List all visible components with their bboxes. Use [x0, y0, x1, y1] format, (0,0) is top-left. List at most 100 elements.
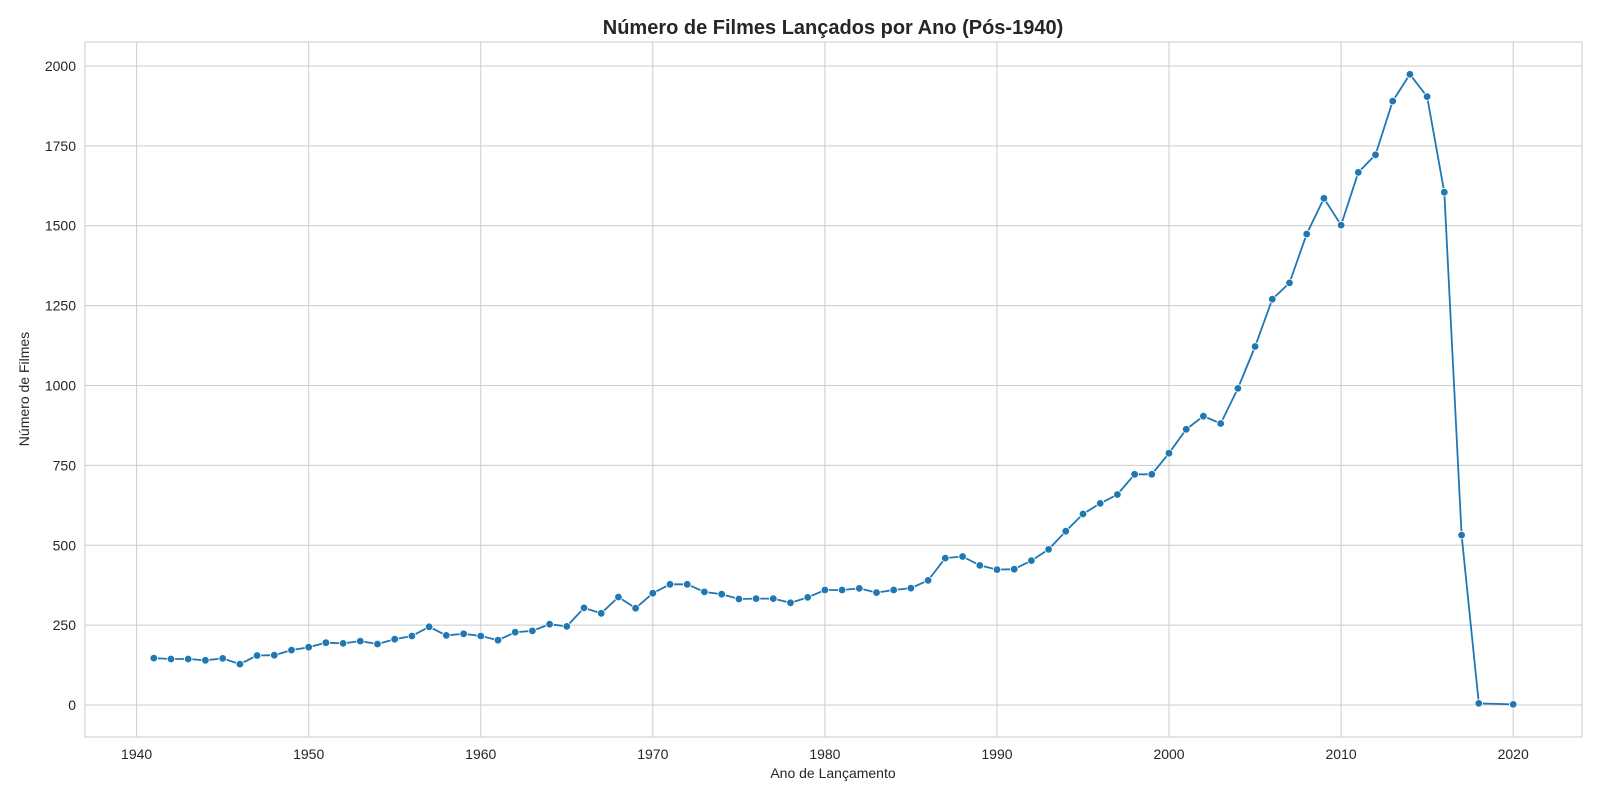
data-point: [270, 651, 279, 660]
data-point: [476, 631, 485, 641]
data-point: [1336, 220, 1346, 230]
data-point: [1457, 530, 1466, 540]
data-point: [579, 603, 589, 613]
chart-title: Número de Filmes Lançados por Ano (Pós-1…: [603, 17, 1063, 39]
data-point: [1371, 150, 1380, 159]
data-point: [683, 580, 692, 589]
data-point: [1422, 92, 1432, 101]
data-point: [1078, 509, 1088, 519]
data-point: [992, 565, 1002, 574]
data-point: [837, 585, 847, 595]
data-point: [390, 635, 399, 644]
data-point: [1095, 499, 1105, 508]
x-tick-label: 1980: [809, 746, 840, 762]
data-point: [1027, 556, 1036, 565]
y-tick-label: 1750: [45, 138, 76, 154]
x-tick-label: 2010: [1326, 746, 1357, 762]
data-point: [1319, 194, 1329, 203]
y-tick-label: 2000: [45, 58, 76, 74]
data-point: [1250, 342, 1260, 351]
data-point: [700, 587, 709, 597]
data-point: [1388, 96, 1397, 106]
grid: [85, 42, 1582, 737]
data-point: [1285, 278, 1294, 288]
data-point: [304, 643, 313, 652]
data-point: [855, 584, 864, 593]
x-tick-label: 2000: [1153, 746, 1184, 762]
data-point: [597, 609, 606, 618]
data-point: [511, 628, 520, 637]
y-tick-label: 750: [53, 457, 77, 473]
data-point: [975, 561, 984, 570]
y-axis-label: Número de Filmes: [16, 332, 32, 446]
data-point: [424, 622, 434, 631]
data-point: [631, 604, 640, 613]
data-point: [769, 594, 778, 603]
x-tick-label: 1990: [981, 746, 1012, 762]
x-tick-label: 1940: [121, 746, 152, 762]
y-tick-label: 1000: [45, 378, 76, 394]
data-point: [734, 594, 744, 604]
data-point: [614, 592, 623, 602]
x-tick-label: 1960: [465, 746, 496, 762]
axis-ticks: 1940 1950 1960 1970 1980 1990 2000 2010 2020 0 250…: [45, 58, 1529, 762]
data-point: [1233, 384, 1243, 393]
plot-frame: [84, 41, 1583, 738]
y-tick-label: 0: [68, 697, 76, 713]
data-point: [166, 654, 176, 664]
data-point: [1199, 412, 1208, 421]
data-point: [321, 638, 331, 647]
data-point: [1268, 295, 1277, 304]
data-point: [183, 654, 193, 664]
data-point: [1061, 527, 1070, 536]
data-point: [459, 629, 468, 638]
data-point: [1302, 229, 1311, 239]
data-point: [338, 639, 348, 648]
data-point: [545, 620, 554, 629]
data-point: [1010, 565, 1019, 574]
data-point: [1130, 470, 1139, 479]
data-point: [1044, 545, 1053, 554]
data-point: [1405, 70, 1415, 79]
data-point: [1354, 168, 1363, 177]
data-points: [149, 70, 1518, 709]
data-point: [941, 553, 950, 563]
data-point: [665, 580, 675, 589]
y-tick-label: 250: [53, 617, 77, 633]
data-point: [149, 653, 158, 663]
data-point: [442, 631, 451, 640]
y-tick-label: 500: [53, 537, 77, 553]
data-point: [235, 659, 245, 669]
x-tick-label: 1970: [637, 746, 668, 762]
data-point: [872, 588, 881, 597]
data-point: [906, 583, 916, 593]
x-tick-label: 1950: [293, 746, 324, 762]
data-point: [373, 639, 382, 649]
data-point: [648, 589, 657, 598]
data-point: [803, 593, 812, 602]
data-point: [751, 594, 761, 603]
data-point: [287, 645, 296, 655]
data-point: [1147, 470, 1156, 479]
data-point: [1508, 700, 1518, 709]
data-point: [356, 636, 365, 646]
data-point: [1181, 425, 1191, 434]
data-point: [717, 590, 726, 599]
data-point: [1216, 419, 1225, 428]
x-axis-label: Ano de Lançamento: [770, 765, 896, 781]
data-point: [1164, 449, 1174, 458]
data-point: [407, 631, 417, 641]
y-tick-label: 1500: [45, 218, 76, 234]
data-point: [786, 598, 795, 607]
data-point: [201, 656, 210, 665]
data-point: [1113, 490, 1122, 499]
data-point: [923, 576, 933, 585]
y-tick-label: 1250: [45, 298, 76, 314]
x-tick-label: 2020: [1498, 746, 1529, 762]
data-point: [820, 585, 830, 595]
data-point: [218, 654, 227, 663]
data-point: [528, 626, 537, 636]
data-point: [1474, 699, 1483, 708]
